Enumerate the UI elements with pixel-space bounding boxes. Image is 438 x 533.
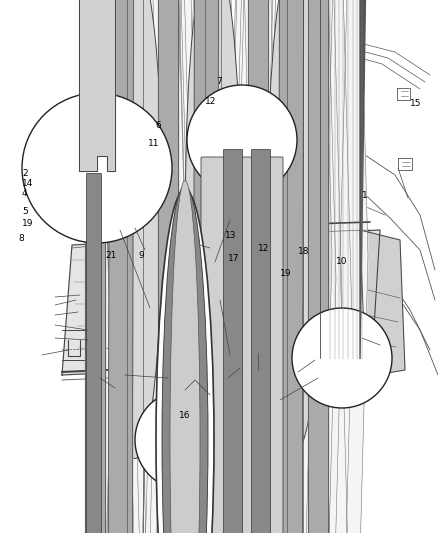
Polygon shape <box>88 0 116 533</box>
Polygon shape <box>339 0 367 533</box>
Text: 17: 17 <box>227 254 239 262</box>
Polygon shape <box>98 0 126 533</box>
Ellipse shape <box>162 185 208 533</box>
Circle shape <box>91 351 99 359</box>
Text: 11: 11 <box>148 139 159 148</box>
Text: 4: 4 <box>22 189 28 198</box>
Polygon shape <box>303 0 331 533</box>
Text: 18: 18 <box>297 246 309 255</box>
Polygon shape <box>313 0 341 533</box>
Polygon shape <box>233 0 261 533</box>
Polygon shape <box>62 230 379 375</box>
Polygon shape <box>244 0 272 533</box>
Text: 10: 10 <box>336 256 347 265</box>
Polygon shape <box>158 0 177 533</box>
Polygon shape <box>277 0 303 533</box>
Polygon shape <box>108 0 134 533</box>
FancyBboxPatch shape <box>223 149 242 533</box>
Polygon shape <box>94 0 122 533</box>
Polygon shape <box>79 0 115 171</box>
Circle shape <box>313 344 321 352</box>
Polygon shape <box>194 0 222 533</box>
Polygon shape <box>195 257 229 267</box>
Text: 19: 19 <box>279 269 291 278</box>
Polygon shape <box>307 0 327 533</box>
Ellipse shape <box>107 0 162 458</box>
Text: 13: 13 <box>225 230 236 239</box>
Polygon shape <box>359 230 404 375</box>
Polygon shape <box>90 0 118 533</box>
Polygon shape <box>198 0 226 533</box>
Polygon shape <box>158 0 186 533</box>
Text: 15: 15 <box>409 99 420 108</box>
Polygon shape <box>193 0 219 533</box>
Circle shape <box>291 308 391 408</box>
Text: 21: 21 <box>105 251 116 260</box>
Text: 5: 5 <box>22 206 28 215</box>
Polygon shape <box>265 0 293 533</box>
Polygon shape <box>161 0 189 533</box>
Polygon shape <box>86 0 114 533</box>
Text: 9: 9 <box>138 251 143 260</box>
Polygon shape <box>172 0 200 533</box>
Ellipse shape <box>267 0 322 453</box>
Polygon shape <box>124 0 152 533</box>
Polygon shape <box>307 0 335 533</box>
Polygon shape <box>122 0 150 533</box>
Ellipse shape <box>185 0 240 450</box>
Circle shape <box>22 93 172 243</box>
Polygon shape <box>141 0 169 533</box>
Text: 7: 7 <box>215 77 221 85</box>
Circle shape <box>164 354 172 362</box>
Polygon shape <box>265 0 293 533</box>
Polygon shape <box>230 0 258 533</box>
Polygon shape <box>195 0 223 533</box>
Polygon shape <box>276 0 303 533</box>
Text: 6: 6 <box>155 120 160 130</box>
Polygon shape <box>85 0 105 533</box>
Circle shape <box>254 346 261 354</box>
Polygon shape <box>134 0 162 533</box>
Text: 1: 1 <box>361 190 367 199</box>
Polygon shape <box>359 0 367 359</box>
Polygon shape <box>323 0 351 533</box>
Polygon shape <box>204 0 231 533</box>
Circle shape <box>135 390 234 490</box>
Ellipse shape <box>170 181 200 533</box>
Polygon shape <box>184 0 212 533</box>
Text: 12: 12 <box>258 244 269 253</box>
Polygon shape <box>247 0 267 533</box>
Ellipse shape <box>155 190 213 533</box>
Text: 8: 8 <box>18 233 24 243</box>
FancyBboxPatch shape <box>86 174 101 533</box>
Polygon shape <box>293 0 321 533</box>
Polygon shape <box>128 0 155 533</box>
Polygon shape <box>122 0 150 533</box>
Polygon shape <box>86 0 114 533</box>
Polygon shape <box>270 0 298 533</box>
FancyBboxPatch shape <box>201 157 283 533</box>
Circle shape <box>187 85 297 195</box>
Text: 16: 16 <box>179 410 191 419</box>
Text: 2: 2 <box>22 168 28 177</box>
Polygon shape <box>283 0 311 533</box>
Text: 12: 12 <box>205 96 216 106</box>
Polygon shape <box>165 0 193 533</box>
Polygon shape <box>158 0 186 533</box>
Polygon shape <box>251 0 279 533</box>
Polygon shape <box>226 0 254 533</box>
Polygon shape <box>212 0 240 533</box>
Text: 14: 14 <box>22 179 33 188</box>
FancyBboxPatch shape <box>251 149 270 533</box>
Polygon shape <box>236 0 263 533</box>
Text: 19: 19 <box>22 219 33 228</box>
